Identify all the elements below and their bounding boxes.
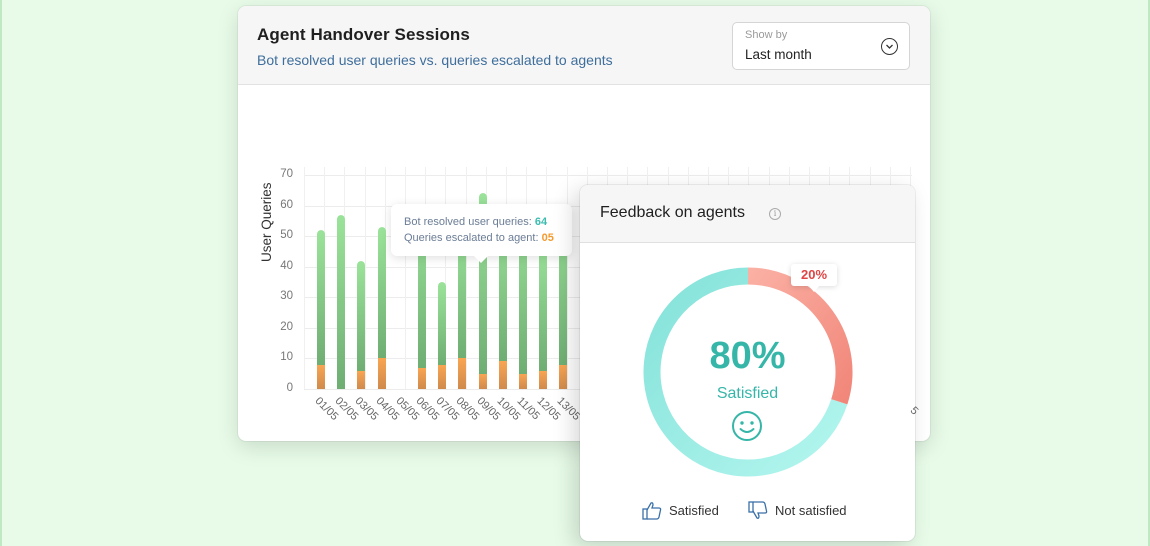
bar-segment-resolved xyxy=(519,205,527,374)
chevron-down-icon[interactable] xyxy=(881,38,898,55)
bar-segment-escalated xyxy=(317,364,325,389)
bar-segment-escalated xyxy=(377,358,386,389)
bar-segment-escalated xyxy=(559,364,568,389)
legend-not-satisfied-label: Not satisfied xyxy=(775,503,847,518)
bar-segment-resolved xyxy=(478,193,487,374)
bar-segment-resolved xyxy=(377,226,386,359)
tooltip-resolved-value: 64 xyxy=(534,216,548,228)
info-icon[interactable]: i xyxy=(769,208,781,220)
bar-segment-resolved xyxy=(539,242,548,371)
gridline-vertical xyxy=(465,167,467,389)
y-tick-label: 20 xyxy=(280,320,293,333)
bar-12-05[interactable] xyxy=(539,242,548,389)
y-tick-label: 50 xyxy=(280,229,293,242)
y-tick-label: 70 xyxy=(280,168,293,180)
gridline-horizontal xyxy=(304,175,912,176)
gridline-vertical xyxy=(364,167,366,389)
feedback-donut-chart xyxy=(643,267,853,477)
bar-02-05[interactable] xyxy=(337,214,346,389)
bar-segment-escalated xyxy=(519,373,527,389)
y-tick-label: 10 xyxy=(280,351,293,364)
bar-08-05[interactable] xyxy=(458,226,467,389)
bar-11-05[interactable] xyxy=(519,205,527,389)
bar-09-05[interactable] xyxy=(478,193,487,389)
bar-10-05[interactable] xyxy=(498,214,507,389)
bar-segment-resolved xyxy=(559,208,568,365)
thumbs-up-icon xyxy=(642,502,662,520)
bar-segment-resolved xyxy=(418,208,426,368)
bar-segment-resolved xyxy=(438,282,447,365)
bar-03-05[interactable] xyxy=(357,260,366,389)
bar-segment-escalated xyxy=(458,358,467,389)
y-tick-label: 40 xyxy=(280,259,293,272)
y-tick-label: 0 xyxy=(286,382,293,394)
gridline-vertical xyxy=(445,167,447,389)
feedback-title: Feedback on agents xyxy=(600,204,745,221)
show-by-value: Last month xyxy=(745,47,812,62)
bar-04-05[interactable] xyxy=(377,226,386,389)
satisfied-label: Satisfied xyxy=(716,385,779,402)
bar-segment-escalated xyxy=(418,367,426,389)
card-subtitle: Bot resolved user queries vs. queries es… xyxy=(257,52,613,68)
bar-segment-escalated xyxy=(357,370,366,389)
bar-13-05[interactable] xyxy=(559,208,568,389)
satisfied-percentage: 80% xyxy=(709,335,786,377)
bar-01-05[interactable] xyxy=(317,230,325,389)
legend-satisfied-label: Satisfied xyxy=(669,503,719,518)
feedback-card: Feedback on agents i 80% Satisfied 20% xyxy=(580,185,915,541)
bar-segment-escalated xyxy=(438,364,447,389)
feedback-header: Feedback on agents i xyxy=(580,185,915,243)
not-satisfied-percentage-tag: 20% xyxy=(791,264,837,292)
bar-segment-resolved xyxy=(498,214,507,362)
tooltip-resolved-label: Bot resolved user queries: xyxy=(404,216,535,228)
bar-segment-resolved xyxy=(458,226,467,359)
gridline-vertical xyxy=(304,167,305,389)
tooltip-escalated-value: 05 xyxy=(541,232,554,244)
card-header: Agent Handover Sessions Bot resolved use… xyxy=(238,6,930,85)
bar-06-05[interactable] xyxy=(418,208,426,389)
smiley-icon xyxy=(732,411,762,441)
bar-segment-escalated xyxy=(478,373,487,389)
card-title: Agent Handover Sessions xyxy=(257,25,470,44)
bar-segment-resolved xyxy=(317,230,325,365)
x-tick-label: 13/05 xyxy=(554,395,583,423)
bar-segment-resolved xyxy=(337,214,346,389)
tooltip-escalated-row: Queries escalated to agent: 05 xyxy=(404,230,572,246)
y-tick-label: 30 xyxy=(280,290,293,303)
chart-tooltip: Bot resolved user queries: 64 Queries esc… xyxy=(391,204,572,263)
bar-07-05[interactable] xyxy=(438,282,447,389)
bar-segment-escalated xyxy=(539,370,548,389)
gridline-vertical xyxy=(566,167,568,389)
tooltip-escalated-label: Queries escalated to agent: xyxy=(404,232,542,244)
gridline-vertical xyxy=(405,167,406,389)
y-tick-label: 60 xyxy=(280,198,293,211)
thumbs-down-icon xyxy=(748,501,768,519)
bar-segment-escalated xyxy=(498,361,507,389)
bar-segment-resolved xyxy=(357,260,366,371)
tooltip-resolved-row: Bot resolved user queries: 64 xyxy=(404,214,572,230)
show-by-label: Show by xyxy=(745,29,788,41)
show-by-dropdown[interactable]: Show by Last month xyxy=(732,22,910,70)
